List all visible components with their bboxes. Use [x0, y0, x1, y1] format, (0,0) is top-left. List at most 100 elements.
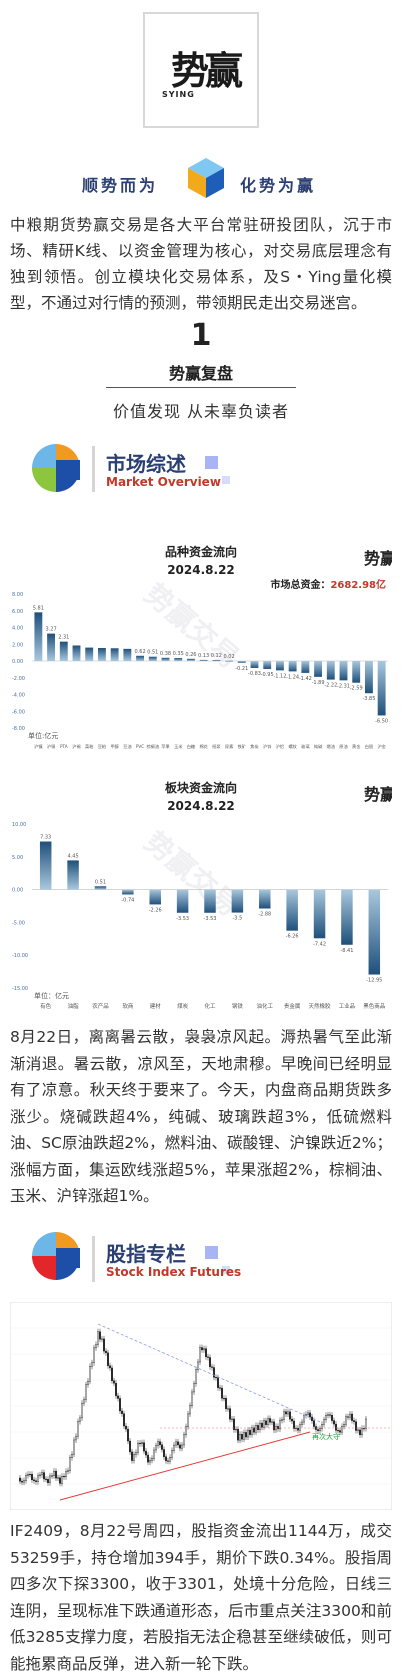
candle-body: [98, 1331, 101, 1340]
candle-body: [152, 1449, 155, 1459]
candle-body: [154, 1445, 157, 1451]
candle-body: [100, 1338, 103, 1340]
section-number: 1: [190, 318, 212, 353]
candle-body: [146, 1454, 149, 1463]
candle-body: [234, 1429, 237, 1431]
bar-沪铜: [47, 633, 56, 661]
candle-body: [142, 1442, 145, 1452]
bar-data-label: -6.50: [375, 718, 388, 724]
bar-甲醇: [110, 648, 119, 661]
candle-body: [134, 1452, 137, 1455]
y-tick-label: -10.00: [12, 953, 28, 959]
candle-body: [277, 1426, 280, 1430]
candle-body: [80, 1402, 83, 1419]
bar-豆油: [123, 648, 132, 661]
bar-data-label: -2.22: [324, 683, 337, 689]
candle-body: [351, 1413, 354, 1421]
candle-body: [341, 1426, 344, 1433]
candle-body: [63, 1476, 66, 1478]
candle-body: [343, 1423, 346, 1427]
candle-body: [55, 1470, 58, 1479]
candle-body: [190, 1391, 193, 1406]
market-total-label: 市场总资金：: [270, 578, 330, 591]
brand-logo: 势赢: [170, 48, 243, 93]
candle-body: [53, 1470, 56, 1476]
x-category-label: 甲醇: [110, 743, 118, 750]
candle-body: [299, 1424, 302, 1431]
candle-body: [327, 1414, 330, 1416]
candle-body: [349, 1413, 352, 1418]
candle-body: [355, 1421, 358, 1431]
bar-data-label: -2.59: [350, 686, 363, 692]
bar-豆粕: [97, 648, 106, 661]
candle-body: [156, 1441, 159, 1446]
bar-data-label: -1.89: [312, 680, 325, 686]
x-category-label: 棉花: [199, 743, 207, 750]
market-head-bar: [92, 446, 95, 492]
candle-body: [218, 1387, 221, 1389]
candle-body: [184, 1426, 187, 1435]
candle-body: [333, 1420, 336, 1425]
bar-PTA: [59, 641, 68, 661]
x-category-label: 沪锌: [263, 743, 272, 750]
bar-data-label: 4.45: [68, 853, 79, 859]
chart-title: 板块资金流向: [165, 780, 237, 795]
candle-body: [180, 1444, 183, 1449]
x-category-label: 白银: [365, 743, 374, 750]
bar-钢铁: [231, 889, 244, 913]
candle-body: [118, 1398, 121, 1412]
chart-subtitle: 2024.8.22: [167, 799, 235, 813]
candle-body: [78, 1417, 81, 1422]
x-category-label: PVC: [136, 744, 144, 749]
candle-body: [279, 1420, 282, 1430]
chart-subtitle: 2024.8.22: [167, 563, 235, 577]
bar-玻璃: [301, 661, 310, 673]
x-category-label: 有色: [40, 1002, 52, 1010]
y-tick-label: 0.00: [12, 659, 23, 665]
candle-body: [361, 1428, 364, 1436]
candle-body: [289, 1411, 292, 1420]
candle-body: [176, 1441, 179, 1446]
candle-body: [94, 1344, 97, 1349]
candle-body: [182, 1434, 185, 1446]
x-category-label: 工业品: [339, 1002, 356, 1010]
candle-body: [136, 1442, 139, 1453]
candle-body: [74, 1435, 77, 1441]
candle-body: [240, 1434, 243, 1440]
x-category-label: 沪铝: [276, 743, 284, 750]
stock-index-subtitle: Stock Index Futures: [106, 1265, 242, 1279]
y-tick-label: 6.00: [12, 609, 23, 615]
candle-body: [158, 1441, 161, 1445]
candle-body: [148, 1460, 151, 1463]
bar-data-label: -1.12: [273, 673, 286, 679]
bar-建材: [149, 889, 161, 905]
section-motto: 价值发现 从未辜负读者: [112, 402, 290, 421]
x-category-label: 贵金属: [284, 1002, 301, 1010]
candle-body: [102, 1338, 105, 1352]
candle-body: [363, 1428, 366, 1430]
candle-body: [186, 1413, 189, 1427]
bar-黄金: [352, 661, 361, 683]
bar-data-label: -2.26: [149, 907, 162, 913]
bar-data-label: 0.35: [173, 651, 184, 657]
candle-body: [67, 1470, 70, 1472]
bar-沪镍: [34, 612, 43, 661]
x-category-label: 螺纹: [288, 743, 297, 750]
candle-body: [37, 1475, 40, 1482]
bar-苹果: [161, 657, 170, 661]
x-category-label: 纸浆: [212, 743, 221, 750]
y-tick-label: -6.00: [12, 709, 25, 715]
bar-白糖: [186, 658, 195, 661]
bar-data-label: -2.31: [337, 683, 350, 689]
candle-body: [269, 1418, 272, 1423]
candle-body: [33, 1479, 36, 1481]
market-total-value: 2682.98亿: [330, 578, 386, 591]
candle-body: [108, 1365, 111, 1369]
bar-沪铝: [275, 661, 284, 671]
candle-body: [124, 1425, 127, 1430]
bar-煤炭: [176, 889, 189, 913]
candle-body: [61, 1476, 64, 1484]
candle-body: [174, 1441, 177, 1446]
chart-unit-note: 单位：亿元: [34, 991, 69, 1000]
x-category-label: 建材: [150, 1002, 162, 1010]
